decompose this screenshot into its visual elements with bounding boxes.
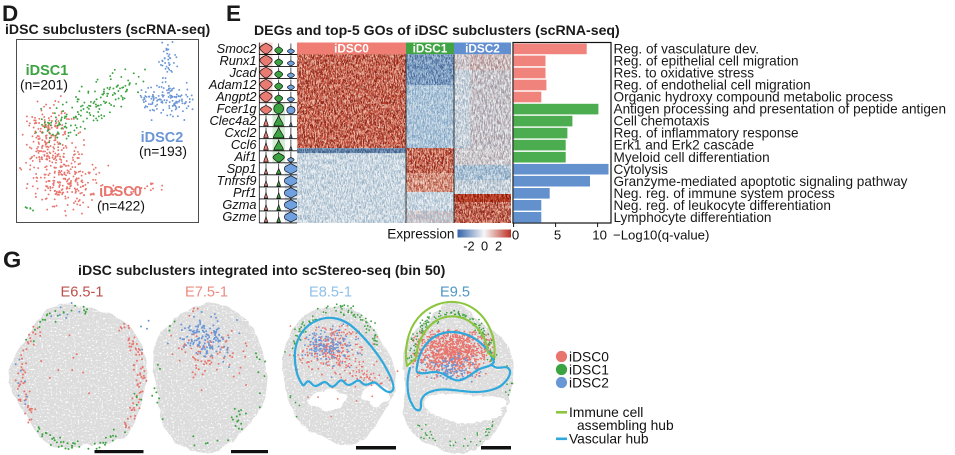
svg-text:Expression: Expression — [387, 227, 454, 242]
svg-text:G: G — [3, 247, 21, 273]
svg-text:iDSC1: iDSC1 — [413, 41, 448, 55]
svg-text:E8.5-1: E8.5-1 — [309, 285, 352, 301]
svg-text:assembling hub: assembling hub — [577, 418, 674, 433]
svg-text:2: 2 — [495, 239, 502, 254]
svg-text:Gzma: Gzma — [222, 197, 256, 212]
svg-text:Runx1: Runx1 — [220, 53, 257, 68]
svg-text:Reg. of endothelial cell migra: Reg. of endothelial cell migration — [614, 78, 811, 93]
svg-text:Cytolysis: Cytolysis — [614, 162, 669, 177]
svg-text:Fcer1g: Fcer1g — [217, 101, 257, 116]
svg-text:iDSC2: iDSC2 — [465, 41, 500, 55]
svg-text:Cell chemotaxis: Cell chemotaxis — [614, 114, 710, 129]
svg-text:E7.5-1: E7.5-1 — [185, 285, 228, 301]
svg-text:Gzme: Gzme — [222, 209, 256, 224]
svg-text:Res. to oxidative stress: Res. to oxidative stress — [614, 66, 755, 81]
svg-text:Ccl6: Ccl6 — [231, 137, 257, 152]
svg-text:iDSC1: iDSC1 — [26, 63, 69, 79]
svg-text:Adam12: Adam12 — [208, 77, 257, 92]
svg-text:iDSC0: iDSC0 — [569, 350, 609, 365]
svg-text:-2: -2 — [463, 239, 474, 254]
svg-text:−Log10(q-value): −Log10(q-value) — [613, 228, 709, 243]
svg-text:Vascular hub: Vascular hub — [569, 432, 649, 447]
svg-text:Immune cell: Immune cell — [569, 405, 643, 420]
svg-text:Tnfrsf9: Tnfrsf9 — [217, 173, 257, 188]
svg-text:Neg. reg. of leukocyte differe: Neg. reg. of leukocyte differentiation — [614, 198, 831, 213]
svg-text:Neg. reg. of immune system pro: Neg. reg. of immune system process — [614, 186, 836, 201]
svg-text:5: 5 — [554, 228, 561, 243]
svg-text:Antigen processing and present: Antigen processing and presentation of p… — [614, 102, 947, 117]
svg-text:Reg. of vasculature dev.: Reg. of vasculature dev. — [614, 42, 760, 57]
svg-text:iDSC0: iDSC0 — [99, 184, 142, 200]
svg-text:Jcad: Jcad — [228, 65, 257, 80]
svg-text:Cxcl2: Cxcl2 — [225, 125, 257, 140]
svg-text:Clec4a2: Clec4a2 — [210, 113, 257, 128]
svg-text:iDSC subclusters (scRNA-seq): iDSC subclusters (scRNA-seq) — [5, 21, 210, 37]
svg-text:Smoc2: Smoc2 — [217, 41, 257, 56]
svg-text:Prf1: Prf1 — [233, 185, 256, 200]
svg-text:iDSC2: iDSC2 — [569, 376, 609, 391]
svg-text:0: 0 — [481, 239, 488, 254]
svg-text:iDSC0: iDSC0 — [334, 41, 369, 55]
svg-text:iDSC1: iDSC1 — [569, 363, 609, 378]
svg-text:DEGs and top-5 GOs of iDSC sub: DEGs and top-5 GOs of iDSC subclusters (… — [254, 22, 620, 38]
svg-text:E9.5: E9.5 — [440, 285, 470, 301]
svg-text:(n=201): (n=201) — [20, 78, 68, 93]
svg-text:10: 10 — [592, 228, 607, 243]
svg-text:E6.5-1: E6.5-1 — [61, 285, 104, 301]
svg-text:Erk1 and Erk2 cascade: Erk1 and Erk2 cascade — [614, 138, 755, 153]
svg-text:iDSC subclusters integrated in: iDSC subclusters integrated into scStere… — [78, 263, 446, 279]
svg-text:Reg. of epithelial cell migrat: Reg. of epithelial cell migration — [614, 54, 799, 69]
svg-text:Myeloid cell differentiation: Myeloid cell differentiation — [614, 150, 770, 165]
svg-text:Organic hydroxy compound metab: Organic hydroxy compound metabolic proce… — [614, 90, 894, 105]
svg-text:0: 0 — [512, 228, 519, 243]
svg-text:Lymphocyte differentiation: Lymphocyte differentiation — [614, 210, 772, 225]
svg-text:iDSC2: iDSC2 — [141, 130, 184, 146]
svg-text:(n=193): (n=193) — [139, 144, 187, 159]
svg-text:Angpt2: Angpt2 — [215, 89, 257, 104]
svg-text:Reg. of inflammatory response: Reg. of inflammatory response — [614, 126, 799, 141]
svg-text:Spp1: Spp1 — [227, 161, 257, 176]
svg-text:E: E — [226, 1, 241, 26]
svg-text:(n=422): (n=422) — [97, 199, 145, 214]
svg-text:D: D — [2, 1, 18, 26]
svg-text:Aif1: Aif1 — [233, 149, 256, 164]
svg-text:Granzyme-mediated apoptotic si: Granzyme-mediated apoptotic signaling pa… — [614, 174, 908, 189]
